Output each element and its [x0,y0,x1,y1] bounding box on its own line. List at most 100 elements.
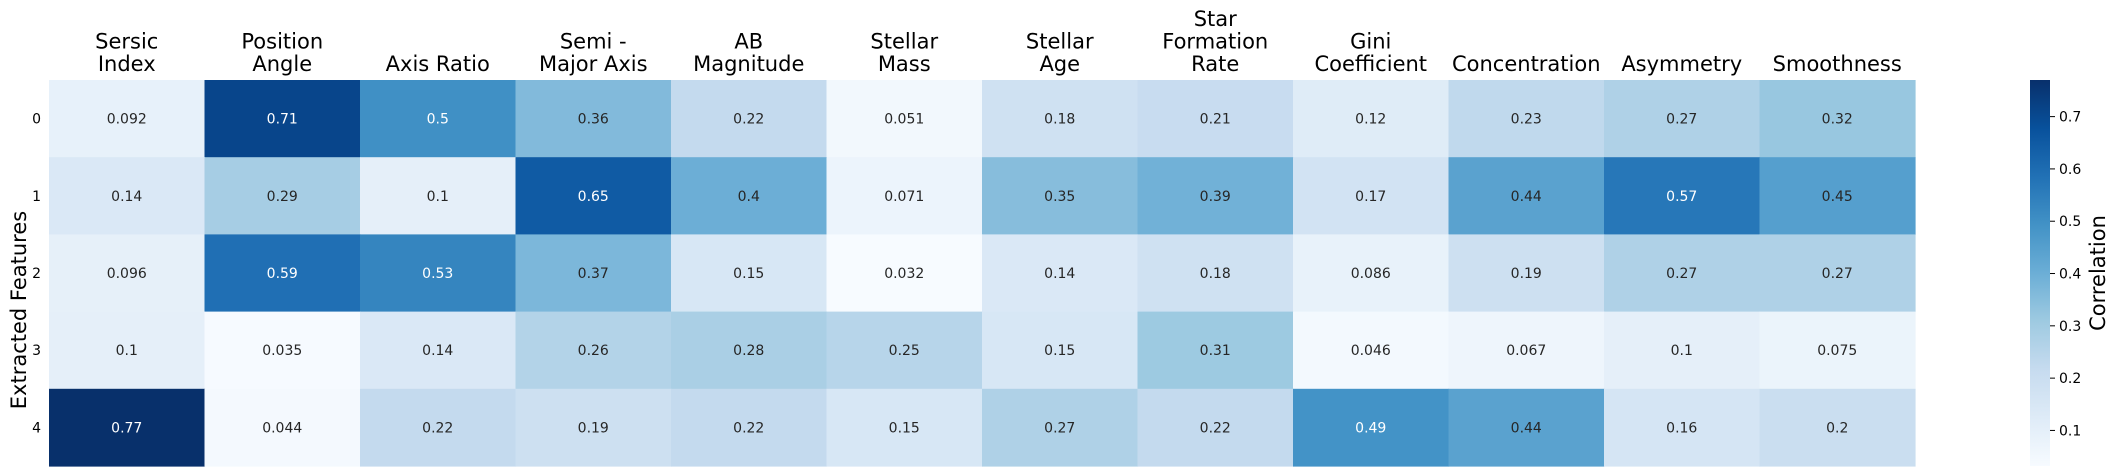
cell-value-label: 0.15 [889,420,920,436]
heatmap-cell [1448,388,1605,467]
heatmap-cell [826,388,983,467]
heatmap-cell [1137,157,1294,235]
heatmap-cell [360,234,517,313]
cell-value-label: 0.37 [578,266,609,282]
heatmap-cell [1293,234,1450,313]
cell-value-label: 0.1 [1671,343,1693,359]
heatmap-cell [826,311,983,390]
row-labels: 0 1 2 3 4 [32,112,41,437]
cell-value-label: 0.14 [422,343,453,359]
heatmap-cell [826,80,983,158]
column-label: Position Angle [241,30,323,77]
cell-value-label: 0.19 [1511,266,1542,282]
colorbar-tick-label: 0.6 [2059,162,2081,178]
heatmap-cell [1604,311,1761,390]
column-label: Concentration [1452,52,1601,76]
heatmap-cell [671,311,828,390]
heatmap-cell [1137,311,1294,390]
cell-value-label: 0.086 [1351,266,1391,282]
heatmap-cell [515,80,672,158]
cell-value-label: 0.18 [1044,112,1075,128]
heatmap-cell [360,388,517,467]
column-label: Axis Ratio [386,52,490,76]
colorbar-tick-label: 0.2 [2059,371,2081,387]
heatmap-cell [515,311,672,390]
cell-value-label: 0.27 [1666,112,1697,128]
heatmap-cell [49,388,206,467]
cell-value-label: 0.45 [1822,189,1853,205]
heatmap-cell [1137,80,1294,158]
cell-value-label: 0.28 [733,343,764,359]
colorbar-tick-label: 0.1 [2059,423,2081,439]
heatmap-cell [1448,80,1605,158]
column-label: Semi -Major Axis [539,30,648,77]
cell-value-label: 0.21 [1200,112,1231,128]
cell-value-label: 0.44 [1511,420,1542,436]
cell-value-label: 0.15 [733,266,764,282]
heatmap-cell [49,80,206,158]
cell-value-label: 0.23 [1511,112,1542,128]
heatmap-cell [360,157,517,235]
colorbar [2030,80,2050,466]
heatmap-cell [204,157,361,235]
heatmap-cell [1604,388,1761,467]
cell-value-label: 0.1 [116,343,138,359]
column-label: AB Magnitude [693,30,804,77]
row-label: 0 [32,112,41,128]
heatmap-cell [1448,234,1605,313]
heatmap-cell [982,388,1139,467]
heatmap-cell [671,80,828,158]
cell-value-label: 0.096 [107,266,147,282]
heatmap-cell [1293,388,1450,467]
heatmap-cell [1448,311,1605,390]
heatmap-cell [1759,234,1916,313]
cell-value-label: 0.27 [1044,420,1075,436]
heatmap-cell [515,157,672,235]
heatmap-cell [1137,388,1294,467]
heatmap-cell [1137,234,1294,313]
heatmap-cell [360,311,517,390]
cell-value-label: 0.22 [1200,420,1231,436]
cell-value-label: 0.12 [1355,112,1386,128]
colorbar-tick-label: 0.3 [2059,319,2081,335]
heatmap-cell [515,234,672,313]
heatmap-cell [1293,157,1450,235]
heatmap-cell [1759,388,1916,467]
cell-value-label: 0.19 [578,420,609,436]
cell-value-label: 0.067 [1506,343,1546,359]
cell-value-label: 0.071 [884,189,924,205]
colorbar-tick-label: 0.5 [2059,214,2081,230]
cell-value-label: 0.5 [427,112,449,128]
heatmap-cell [1759,311,1916,390]
heatmap-cell [671,234,828,313]
cell-value-label: 0.051 [884,112,924,128]
cell-value-label: 0.27 [1822,266,1853,282]
y-axis-label: Extracted Features [7,211,31,409]
column-label: Star Formation Rate [1162,7,1268,76]
cell-value-label: 0.032 [884,266,924,282]
row-label: 4 [32,420,41,436]
colorbar-ticks: 0.1 0.2 0.3 0.4 0.5 0.6 0.7 [2050,110,2081,439]
heatmap-cell [204,234,361,313]
heatmap-cell [204,80,361,158]
cell-value-label: 0.18 [1200,266,1231,282]
cell-value-label: 0.39 [1200,189,1231,205]
cell-value-label: 0.31 [1200,343,1231,359]
column-label: Stellar Age [1026,30,1094,77]
cell-value-label: 0.71 [267,112,298,128]
column-label: Asymmetry [1621,52,1742,76]
cell-value-label: 0.2 [1826,420,1848,436]
heatmap-cell [204,311,361,390]
cell-value-label: 0.65 [578,189,609,205]
cell-value-label: 0.14 [1044,266,1075,282]
heatmap-cell [1759,157,1916,235]
heatmap-cell [49,157,206,235]
cell-value-label: 0.16 [1666,420,1697,436]
heatmap-cell [360,80,517,158]
cell-value-label: 0.53 [422,266,453,282]
cell-value-label: 0.22 [422,420,453,436]
cell-value-label: 0.77 [111,420,142,436]
heatmap-cell [204,388,361,467]
cell-value-label: 0.59 [267,266,298,282]
heatmap-cell [1604,80,1761,158]
